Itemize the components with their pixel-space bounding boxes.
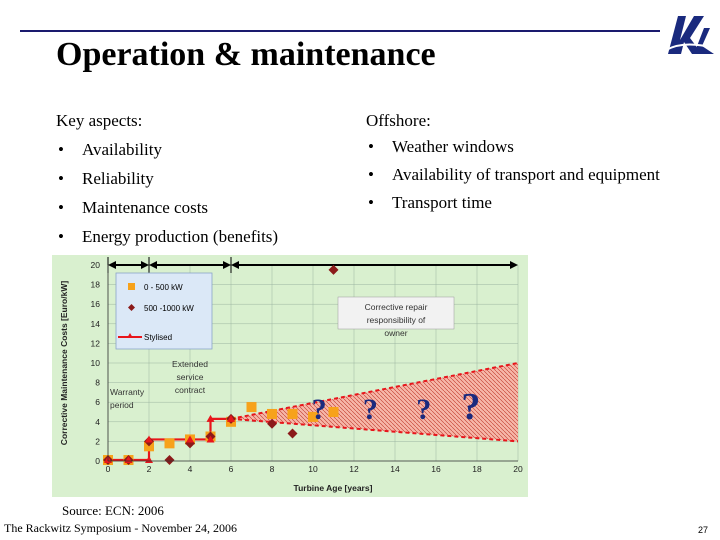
offshore-heading: Offshore: bbox=[366, 111, 431, 130]
period-arrow-head-right bbox=[223, 261, 231, 269]
x-tick-label: 16 bbox=[431, 464, 441, 474]
x-tick-label: 14 bbox=[390, 464, 400, 474]
period-arrow-head-left bbox=[149, 261, 157, 269]
data-point-large bbox=[328, 264, 339, 275]
period-arrow-head-left bbox=[231, 261, 239, 269]
y-tick-label: 10 bbox=[91, 358, 101, 368]
list-item: Weather windows bbox=[366, 135, 666, 159]
question-mark: ? bbox=[363, 393, 378, 426]
key-aspects-column: Key aspects: Availability Reliability Ma… bbox=[56, 106, 346, 251]
x-tick-label: 10 bbox=[308, 464, 318, 474]
extended-service-label: Extended service contract bbox=[172, 359, 208, 395]
chart-legend: 0 - 500 kW 500 -1000 kW Stylised bbox=[115, 272, 213, 350]
legend-label-small: 0 - 500 kW bbox=[144, 283, 183, 292]
data-point-small bbox=[328, 407, 339, 417]
data-point-stylised bbox=[206, 414, 215, 422]
page-number: 27 bbox=[698, 525, 709, 535]
question-mark: ? bbox=[461, 386, 480, 428]
y-tick-label: 2 bbox=[95, 436, 100, 446]
title-rule bbox=[20, 30, 660, 32]
data-point-small bbox=[246, 402, 257, 413]
period-arrow-head-left bbox=[108, 261, 116, 269]
y-tick-label: 12 bbox=[91, 338, 101, 348]
list-item: Availability of transport and equipment bbox=[366, 163, 666, 187]
period-arrow-head-right bbox=[510, 261, 518, 269]
question-mark: ? bbox=[416, 393, 431, 426]
x-tick-label: 8 bbox=[270, 464, 275, 474]
y-tick-label: 14 bbox=[91, 319, 101, 329]
y-tick-label: 18 bbox=[91, 280, 101, 290]
maintenance-cost-chart: 0 2 4 6 8 10 12 14 16 18 20 0 2 4 6 8 10 12 14 16 18 20 Turbin… bbox=[52, 255, 528, 497]
legend-label-large: 500 -1000 kW bbox=[144, 304, 194, 313]
uncertainty-band bbox=[231, 363, 518, 442]
list-item: Availability bbox=[56, 135, 346, 164]
list-item: Transport time bbox=[366, 191, 666, 215]
x-tick-label: 4 bbox=[188, 464, 193, 474]
data-point-small bbox=[308, 411, 318, 422]
owner-label: Corrective repair responsibility of owner bbox=[365, 302, 428, 338]
data-point-stylised bbox=[227, 414, 235, 422]
data-point-small bbox=[287, 408, 298, 419]
y-tick-label: 0 bbox=[95, 456, 100, 466]
key-aspects-list: Availability Reliability Maintenance cos… bbox=[56, 135, 346, 251]
data-point-large bbox=[267, 418, 277, 429]
list-item: Maintenance costs bbox=[56, 193, 346, 222]
list-item: Reliability bbox=[56, 164, 346, 193]
period-arrow-head-right bbox=[141, 261, 149, 269]
x-tick-label: 2 bbox=[147, 464, 152, 474]
source-note: Source: ECN: 2006 bbox=[62, 503, 164, 518]
y-tick-label: 16 bbox=[91, 299, 101, 309]
data-point-large bbox=[164, 455, 175, 466]
list-item: Energy production (benefits) bbox=[56, 222, 346, 251]
data-point-stylised bbox=[206, 435, 215, 443]
data-point-small bbox=[164, 438, 175, 449]
data-point-large bbox=[287, 428, 298, 439]
owner-annotation: Corrective repair responsibility of owner bbox=[337, 296, 455, 338]
warranty-label: Warranty period bbox=[110, 387, 145, 410]
band-lower-line bbox=[230, 417, 519, 443]
offshore-column: Offshore: Weather windows Availability o… bbox=[366, 106, 666, 219]
legend-label-stylised: Stylised bbox=[144, 333, 172, 342]
y-tick-label: 20 bbox=[91, 260, 101, 270]
question-mark: ? bbox=[312, 393, 327, 426]
data-point-large bbox=[185, 438, 195, 449]
footer-text: The Rackwitz Symposium - November 24, 20… bbox=[4, 521, 237, 535]
data-point-stylised bbox=[145, 435, 153, 443]
y-tick-label: 6 bbox=[95, 397, 100, 407]
data-point-small bbox=[267, 408, 277, 419]
x-tick-label: 0 bbox=[106, 464, 111, 474]
x-tick-label: 18 bbox=[472, 464, 482, 474]
y-tick-label: 4 bbox=[95, 417, 100, 427]
page-title: Operation & maintenance bbox=[56, 36, 436, 73]
data-point-stylised bbox=[186, 435, 194, 443]
y-tick-label: 8 bbox=[95, 378, 100, 388]
x-axis-label: Turbine Age [years] bbox=[294, 483, 373, 493]
y-axis-label: Corrective Maintenance Costs [Euro/kW] bbox=[59, 281, 69, 446]
key-aspects-heading: Key aspects: bbox=[56, 111, 143, 130]
offshore-list: Weather windows Availability of transpor… bbox=[366, 135, 666, 215]
x-tick-label: 12 bbox=[349, 464, 359, 474]
university-logo-icon bbox=[665, 16, 715, 54]
x-tick-label: 6 bbox=[229, 464, 234, 474]
x-tick-label: 20 bbox=[513, 464, 523, 474]
